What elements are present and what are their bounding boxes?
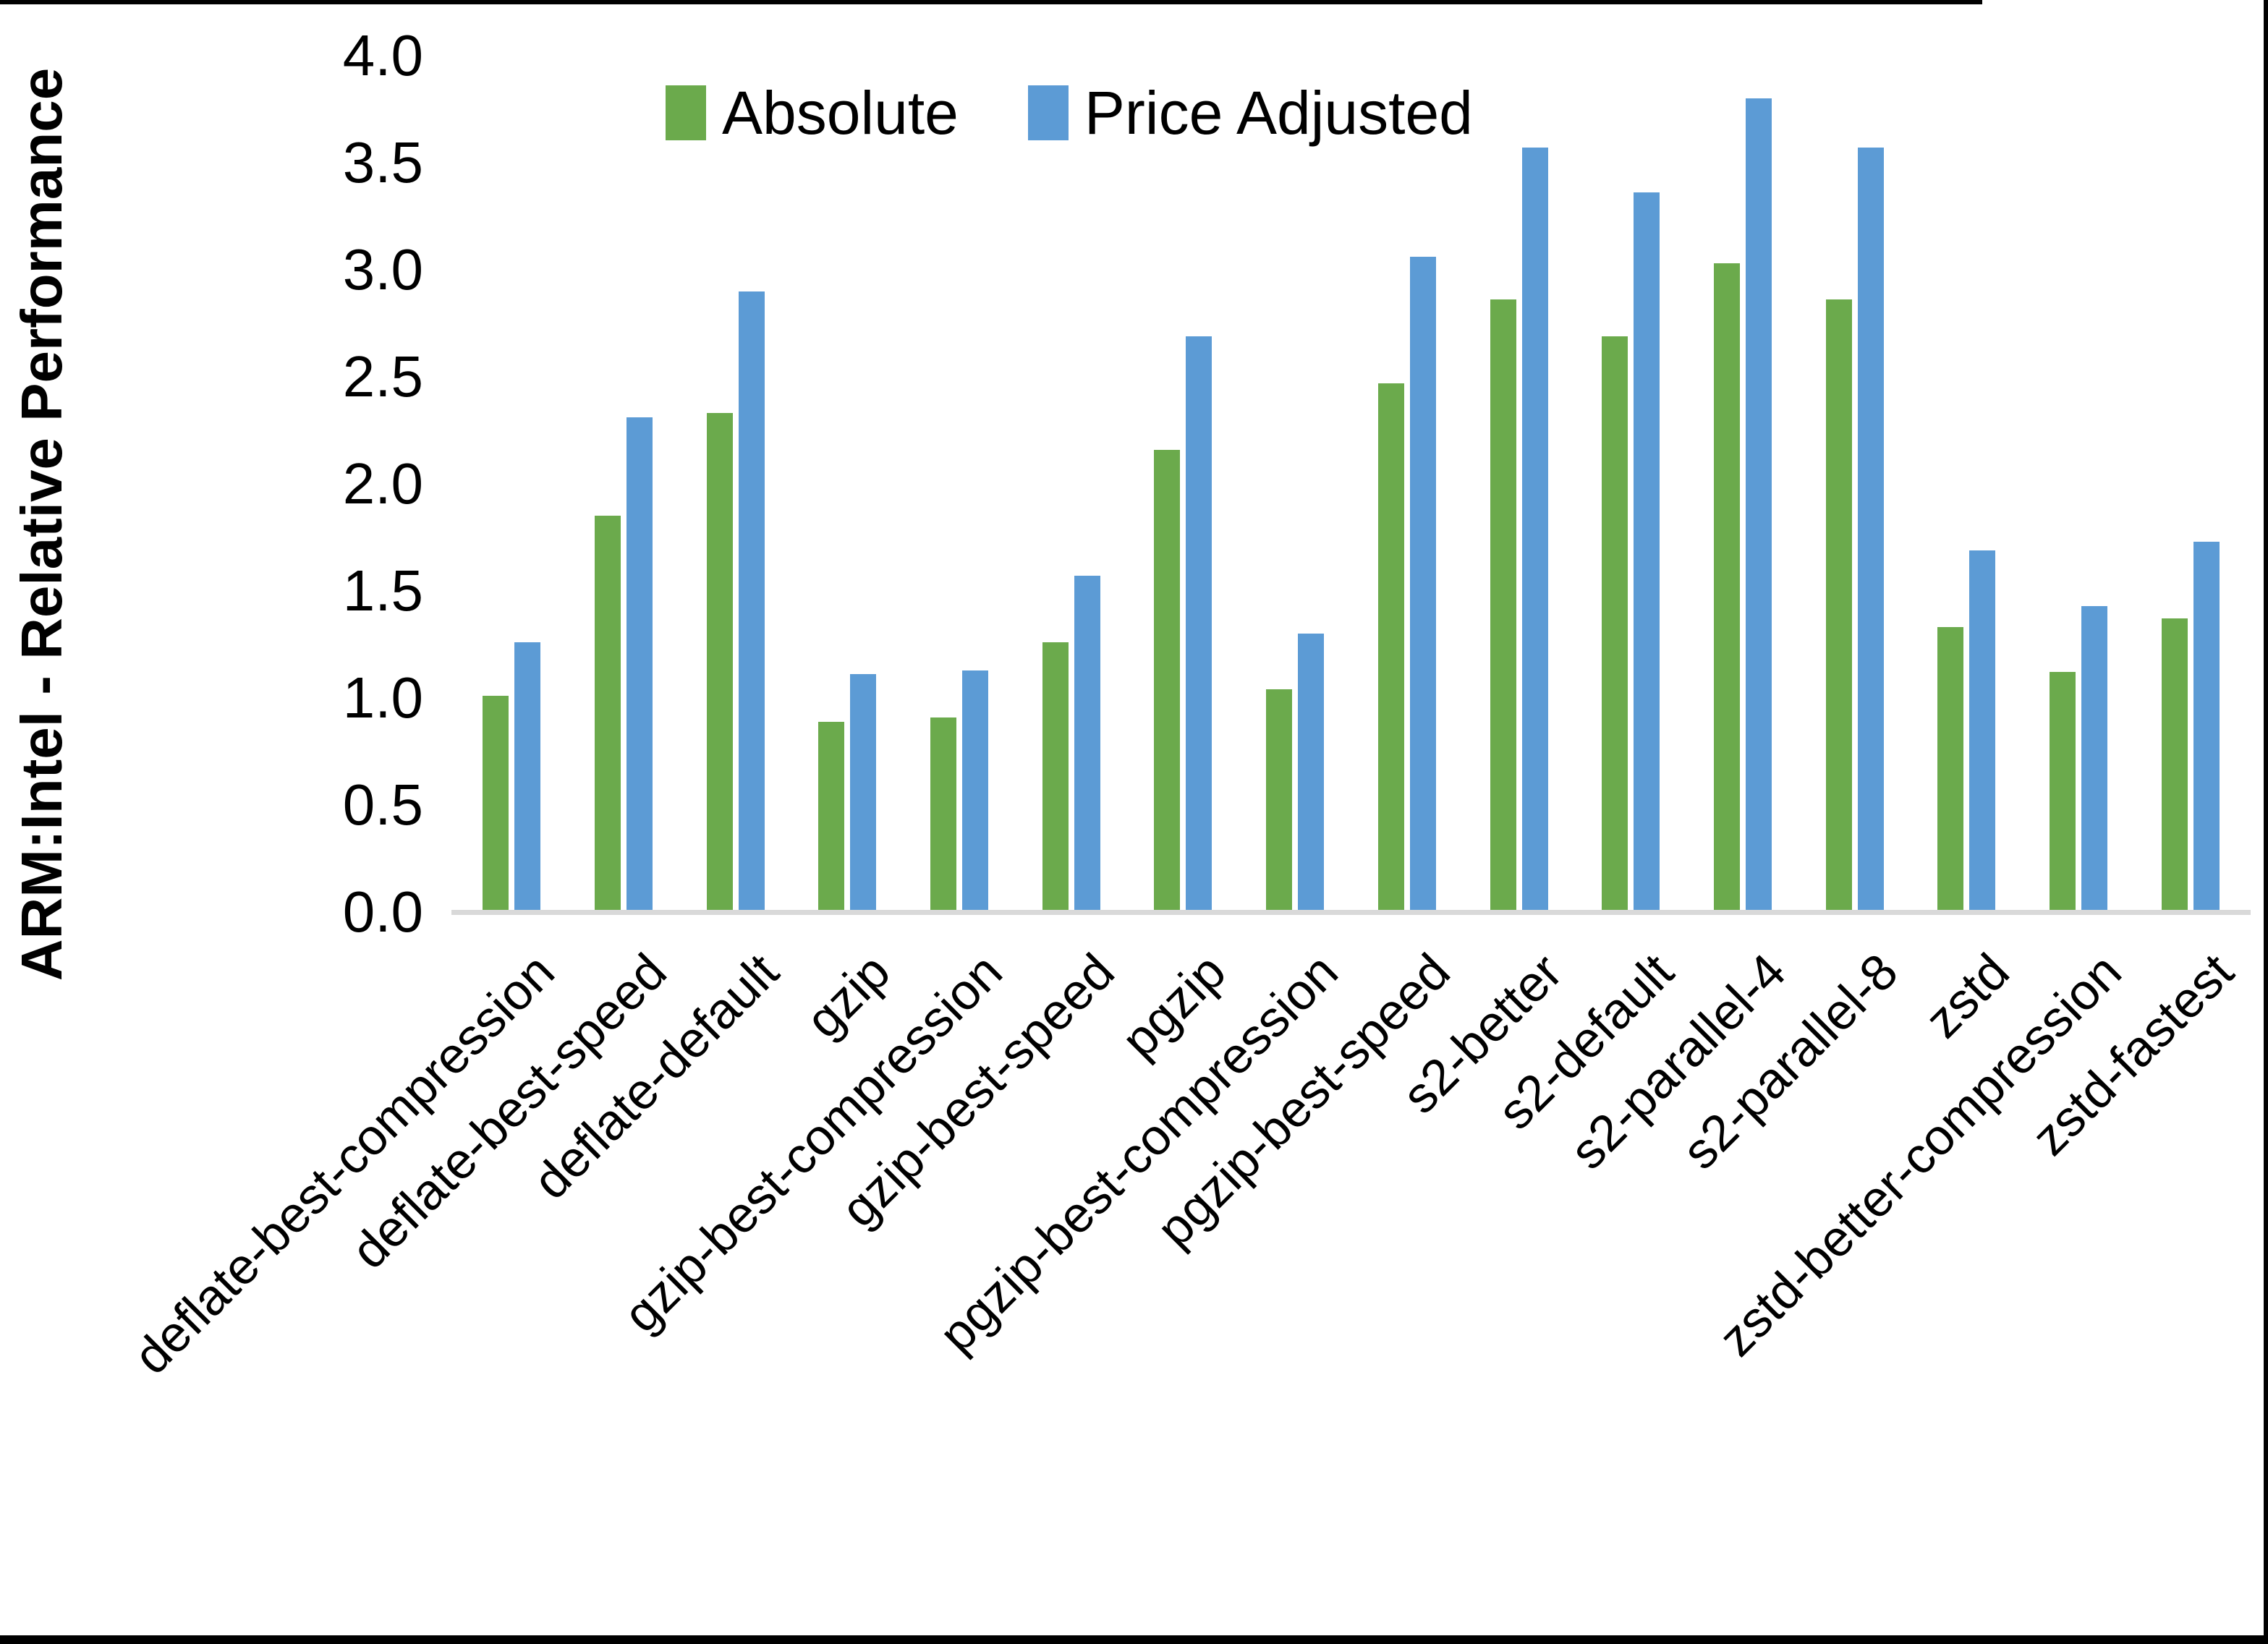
legend-swatch-absolute-icon — [666, 85, 706, 140]
bar-absolute-zstd-better-compression — [2049, 672, 2076, 912]
y-tick-label: 3.0 — [342, 237, 423, 302]
bar-group-gzip-best-speed — [1015, 56, 1127, 912]
bar-price-adjusted-s2-better — [1521, 148, 1548, 912]
bar-price-adjusted-zstd-better-compression — [2081, 605, 2107, 912]
bar-groups — [456, 56, 2246, 912]
y-tick-label: 3.5 — [342, 130, 423, 195]
bar-price-adjusted-s2-default — [1634, 192, 1660, 912]
bar-price-adjusted-pgzip-best-compression — [1298, 634, 1325, 912]
bar-absolute-deflate-best-compression — [483, 696, 509, 912]
bar-absolute-zstd — [1937, 627, 1964, 912]
legend-label-price-adjusted: Price Adjusted — [1084, 79, 1473, 147]
bar-absolute-deflate-best-speed — [595, 516, 621, 912]
bar-absolute-s2-default — [1602, 336, 1628, 912]
top-border-line — [0, 0, 1982, 4]
y-tick-label: 2.5 — [342, 344, 423, 409]
bar-group-s2-default — [1575, 56, 1687, 912]
bar-group-deflate-default — [679, 56, 791, 912]
bar-absolute-gzip-best-speed — [1042, 642, 1069, 912]
bar-group-zstd — [1911, 56, 2023, 912]
bar-absolute-pgzip-best-compression — [1266, 689, 1293, 912]
bar-group-s2-parallel-4 — [1687, 56, 1799, 912]
y-tick-label: 0.0 — [342, 880, 423, 944]
bar-absolute-s2-parallel-8 — [1825, 299, 1852, 912]
y-tick-label: 1.0 — [342, 665, 423, 730]
bar-absolute-gzip — [818, 721, 845, 912]
y-tick-label: 2.0 — [342, 451, 423, 516]
bar-absolute-pgzip — [1154, 449, 1181, 912]
bar-absolute-zstd-fastest — [2161, 618, 2188, 912]
legend-item-absolute: Absolute — [666, 78, 959, 148]
legend: Absolute Price Adjusted — [666, 78, 1473, 148]
bar-group-gzip — [791, 56, 904, 912]
bar-price-adjusted-deflate-best-compression — [514, 642, 541, 912]
legend-label-absolute: Absolute — [722, 79, 959, 147]
bar-group-gzip-best-compression — [904, 56, 1016, 912]
y-tick-label: 0.5 — [342, 772, 423, 837]
bar-group-zstd-fastest — [2134, 56, 2246, 912]
x-axis-label-deflate-best-compression: deflate-best-compression — [123, 942, 566, 1385]
bar-group-pgzip — [1127, 56, 1239, 912]
bar-absolute-deflate-default — [706, 413, 733, 912]
bar-price-adjusted-gzip-best-compression — [962, 670, 989, 912]
y-axis-ticks: 0.0 0.5 1.0 1.5 2.0 2.5 3.0 3.5 4.0 — [0, 23, 456, 944]
bar-price-adjusted-gzip — [850, 674, 877, 912]
bar-group-zstd-better-compression — [2023, 56, 2135, 912]
bar-absolute-s2-better — [1490, 299, 1516, 912]
bar-price-adjusted-zstd — [1969, 550, 1996, 912]
bar-group-deflate-best-compression — [456, 56, 568, 912]
bar-price-adjusted-gzip-best-speed — [1074, 576, 1100, 912]
bar-group-deflate-best-speed — [568, 56, 680, 912]
bar-price-adjusted-deflate-default — [738, 291, 765, 912]
bar-price-adjusted-pgzip — [1186, 336, 1212, 912]
y-tick-label: 1.5 — [342, 558, 423, 623]
x-axis-line — [451, 910, 2251, 915]
legend-item-price-adjusted: Price Adjusted — [1027, 78, 1473, 148]
bar-absolute-pgzip-best-speed — [1377, 383, 1404, 912]
bar-group-s2-better — [1463, 56, 1575, 912]
bar-price-adjusted-pgzip-best-speed — [1409, 257, 1436, 912]
bottom-border-line — [0, 1635, 2268, 1644]
y-tick-label: 4.0 — [342, 23, 423, 88]
bar-group-s2-parallel-8 — [1798, 56, 1911, 912]
bar-absolute-s2-parallel-4 — [1713, 263, 1740, 912]
right-border-line — [2264, 0, 2268, 1644]
bar-absolute-gzip-best-compression — [930, 717, 957, 912]
bar-group-pgzip-best-compression — [1239, 56, 1351, 912]
bar-group-pgzip-best-speed — [1351, 56, 1464, 912]
plot-area: 0.0 0.5 1.0 1.5 2.0 2.5 3.0 3.5 4.0 deflate-best… — [123, 23, 2251, 1385]
bar-price-adjusted-s2-parallel-8 — [1857, 148, 1884, 912]
legend-swatch-price-adjusted-icon — [1027, 85, 1069, 140]
bar-price-adjusted-s2-parallel-4 — [1745, 98, 1772, 912]
bar-price-adjusted-zstd-fastest — [2193, 541, 2220, 912]
bar-price-adjusted-deflate-best-speed — [627, 417, 653, 912]
